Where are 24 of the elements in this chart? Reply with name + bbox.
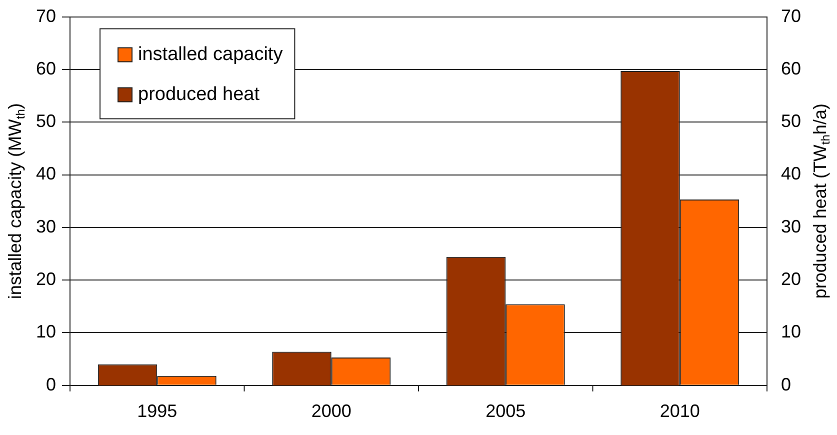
y-tick-label: 10 (36, 322, 56, 342)
y2-tick-label: 10 (780, 322, 802, 342)
y-tick-label: 0 (46, 374, 56, 394)
y-tick-label: 60 (36, 58, 56, 78)
legend-label: produced heat (138, 84, 260, 106)
y2-tick-label: 70 (780, 6, 802, 26)
y-tick-label: 20 (36, 269, 56, 290)
y2-tick-label: 50 (780, 111, 802, 132)
y-axis-title: installed capacity (MWth) (4, 103, 28, 300)
x-tick-label: 2005 (486, 401, 526, 422)
y2-tick-label: 30 (780, 216, 802, 236)
y2-axis-title: produced heat (TWthh/a) (810, 104, 832, 299)
y-tick-label: 50 (36, 111, 56, 132)
y2-tick-label: 60 (780, 58, 802, 78)
x-tick-label: 2000 (311, 401, 352, 422)
y2-tick-label: 40 (780, 164, 802, 184)
y2-tick-label: 20 (780, 269, 802, 290)
x-tick-label: 1995 (137, 401, 178, 422)
y-tick-label: 40 (36, 164, 56, 184)
y2-tick-label: 0 (780, 374, 791, 394)
y-tick-label: 70 (36, 6, 56, 26)
y-tick-label: 30 (36, 216, 56, 236)
legend-label: installed capacity (138, 44, 284, 66)
x-tick-label: 2010 (660, 401, 700, 422)
